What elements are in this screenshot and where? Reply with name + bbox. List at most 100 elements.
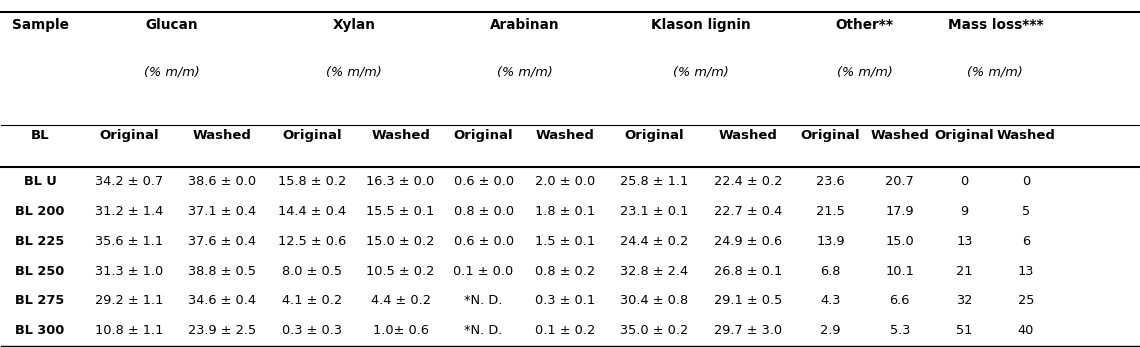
Text: 8.0 ± 0.5: 8.0 ± 0.5 bbox=[282, 264, 342, 278]
Text: 35.6 ± 1.1: 35.6 ± 1.1 bbox=[95, 235, 163, 248]
Text: 23.1 ± 0.1: 23.1 ± 0.1 bbox=[620, 205, 689, 218]
Text: (% m/m): (% m/m) bbox=[497, 66, 553, 78]
Text: 21.5: 21.5 bbox=[816, 205, 845, 218]
Text: Sample: Sample bbox=[11, 18, 68, 33]
Text: 2.9: 2.9 bbox=[820, 324, 840, 337]
Text: Other**: Other** bbox=[836, 18, 894, 33]
Text: BL U: BL U bbox=[24, 175, 56, 188]
Text: 0: 0 bbox=[961, 175, 969, 188]
Text: BL: BL bbox=[31, 129, 49, 142]
Text: BL 250: BL 250 bbox=[16, 264, 65, 278]
Text: 20.7: 20.7 bbox=[886, 175, 914, 188]
Text: Klason lignin: Klason lignin bbox=[651, 18, 750, 33]
Text: 17.9: 17.9 bbox=[886, 205, 914, 218]
Text: 23.6: 23.6 bbox=[816, 175, 845, 188]
Text: Washed: Washed bbox=[372, 129, 430, 142]
Text: 10.8 ± 1.1: 10.8 ± 1.1 bbox=[95, 324, 163, 337]
Text: 34.2 ± 0.7: 34.2 ± 0.7 bbox=[95, 175, 163, 188]
Text: 13: 13 bbox=[1018, 264, 1034, 278]
Text: Original: Original bbox=[625, 129, 684, 142]
Text: 15.8 ± 0.2: 15.8 ± 0.2 bbox=[278, 175, 345, 188]
Text: 51: 51 bbox=[956, 324, 972, 337]
Text: 29.1 ± 0.5: 29.1 ± 0.5 bbox=[715, 294, 783, 307]
Text: 31.3 ± 1.0: 31.3 ± 1.0 bbox=[95, 264, 163, 278]
Text: 13: 13 bbox=[956, 235, 972, 248]
Text: 2.0 ± 0.0: 2.0 ± 0.0 bbox=[536, 175, 595, 188]
Text: 35.0 ± 0.2: 35.0 ± 0.2 bbox=[620, 324, 689, 337]
Text: 0.3 ± 0.3: 0.3 ± 0.3 bbox=[282, 324, 342, 337]
Text: Washed: Washed bbox=[193, 129, 252, 142]
Text: 6: 6 bbox=[1021, 235, 1031, 248]
Text: 22.4 ± 0.2: 22.4 ± 0.2 bbox=[715, 175, 783, 188]
Text: 37.6 ± 0.4: 37.6 ± 0.4 bbox=[188, 235, 256, 248]
Text: Washed: Washed bbox=[996, 129, 1056, 142]
Text: 32.8 ± 2.4: 32.8 ± 2.4 bbox=[620, 264, 689, 278]
Text: 0.8 ± 0.0: 0.8 ± 0.0 bbox=[454, 205, 514, 218]
Text: (% m/m): (% m/m) bbox=[968, 66, 1024, 78]
Text: 5.3: 5.3 bbox=[889, 324, 910, 337]
Text: 0.6 ± 0.0: 0.6 ± 0.0 bbox=[454, 235, 514, 248]
Text: 38.8 ± 0.5: 38.8 ± 0.5 bbox=[188, 264, 256, 278]
Text: 16.3 ± 0.0: 16.3 ± 0.0 bbox=[366, 175, 434, 188]
Text: *N. D.: *N. D. bbox=[464, 294, 503, 307]
Text: 15.5 ± 0.1: 15.5 ± 0.1 bbox=[366, 205, 434, 218]
Text: Original: Original bbox=[454, 129, 513, 142]
Text: *N. D.: *N. D. bbox=[464, 324, 503, 337]
Text: 10.1: 10.1 bbox=[886, 264, 914, 278]
Text: 0.1 ± 0.2: 0.1 ± 0.2 bbox=[536, 324, 595, 337]
Text: 23.9 ± 2.5: 23.9 ± 2.5 bbox=[188, 324, 256, 337]
Text: 4.1 ± 0.2: 4.1 ± 0.2 bbox=[282, 294, 342, 307]
Text: Mass loss***: Mass loss*** bbox=[947, 18, 1043, 33]
Text: Original: Original bbox=[282, 129, 342, 142]
Text: 30.4 ± 0.8: 30.4 ± 0.8 bbox=[620, 294, 689, 307]
Text: (% m/m): (% m/m) bbox=[673, 66, 728, 78]
Text: 24.4 ± 0.2: 24.4 ± 0.2 bbox=[620, 235, 689, 248]
Text: 29.2 ± 1.1: 29.2 ± 1.1 bbox=[95, 294, 163, 307]
Text: 25: 25 bbox=[1018, 294, 1034, 307]
Text: 10.5 ± 0.2: 10.5 ± 0.2 bbox=[366, 264, 434, 278]
Text: 1.5 ± 0.1: 1.5 ± 0.1 bbox=[536, 235, 595, 248]
Text: 13.9: 13.9 bbox=[816, 235, 845, 248]
Text: Xylan: Xylan bbox=[333, 18, 375, 33]
Text: 26.8 ± 0.1: 26.8 ± 0.1 bbox=[715, 264, 783, 278]
Text: 37.1 ± 0.4: 37.1 ± 0.4 bbox=[188, 205, 256, 218]
Text: 14.4 ± 0.4: 14.4 ± 0.4 bbox=[278, 205, 345, 218]
Text: Original: Original bbox=[935, 129, 994, 142]
Text: 32: 32 bbox=[956, 294, 972, 307]
Text: 1.0± 0.6: 1.0± 0.6 bbox=[373, 324, 429, 337]
Text: Original: Original bbox=[800, 129, 861, 142]
Text: 6.8: 6.8 bbox=[821, 264, 840, 278]
Text: Arabinan: Arabinan bbox=[490, 18, 560, 33]
Text: 22.7 ± 0.4: 22.7 ± 0.4 bbox=[715, 205, 783, 218]
Text: 0.6 ± 0.0: 0.6 ± 0.0 bbox=[454, 175, 514, 188]
Text: 4.3: 4.3 bbox=[821, 294, 840, 307]
Text: 15.0 ± 0.2: 15.0 ± 0.2 bbox=[366, 235, 434, 248]
Text: BL 200: BL 200 bbox=[15, 205, 65, 218]
Text: 0: 0 bbox=[1021, 175, 1031, 188]
Text: 40: 40 bbox=[1018, 324, 1034, 337]
Text: 34.6 ± 0.4: 34.6 ± 0.4 bbox=[188, 294, 256, 307]
Text: Washed: Washed bbox=[719, 129, 777, 142]
Text: BL 275: BL 275 bbox=[16, 294, 65, 307]
Text: 38.6 ± 0.0: 38.6 ± 0.0 bbox=[188, 175, 256, 188]
Text: 4.4 ± 0.2: 4.4 ± 0.2 bbox=[370, 294, 431, 307]
Text: Washed: Washed bbox=[536, 129, 595, 142]
Text: BL 225: BL 225 bbox=[16, 235, 65, 248]
Text: Washed: Washed bbox=[870, 129, 929, 142]
Text: 1.8 ± 0.1: 1.8 ± 0.1 bbox=[536, 205, 595, 218]
Text: Glucan: Glucan bbox=[146, 18, 198, 33]
Text: 0.1 ± 0.0: 0.1 ± 0.0 bbox=[454, 264, 514, 278]
Text: BL 300: BL 300 bbox=[16, 324, 65, 337]
Text: 15.0: 15.0 bbox=[886, 235, 914, 248]
Text: 24.9 ± 0.6: 24.9 ± 0.6 bbox=[715, 235, 782, 248]
Text: (% m/m): (% m/m) bbox=[837, 66, 893, 78]
Text: 0.8 ± 0.2: 0.8 ± 0.2 bbox=[536, 264, 595, 278]
Text: 6.6: 6.6 bbox=[889, 294, 910, 307]
Text: Original: Original bbox=[99, 129, 158, 142]
Text: 29.7 ± 3.0: 29.7 ± 3.0 bbox=[715, 324, 782, 337]
Text: 12.5 ± 0.6: 12.5 ± 0.6 bbox=[278, 235, 345, 248]
Text: 9: 9 bbox=[961, 205, 969, 218]
Text: 0.3 ± 0.1: 0.3 ± 0.1 bbox=[536, 294, 595, 307]
Text: 21: 21 bbox=[956, 264, 972, 278]
Text: 31.2 ± 1.4: 31.2 ± 1.4 bbox=[95, 205, 163, 218]
